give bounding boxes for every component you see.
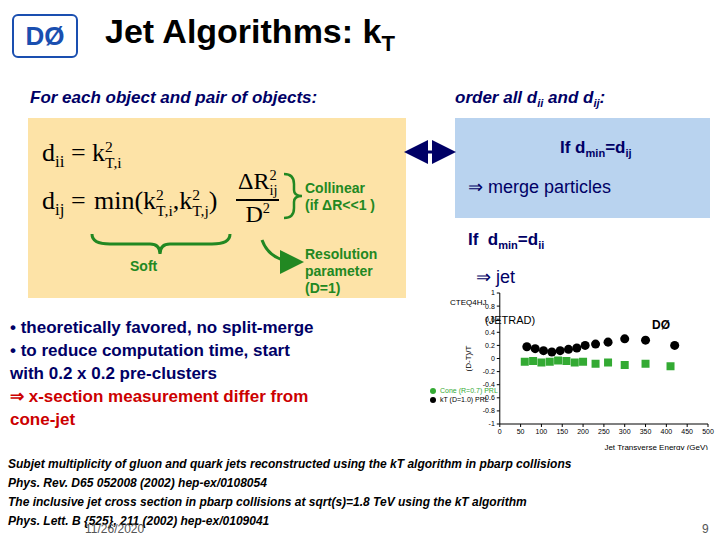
svg-text:1: 1 (491, 289, 495, 296)
svg-text:100: 100 (536, 428, 548, 435)
svg-text:0.2: 0.2 (485, 342, 495, 349)
svg-text:Jet Transverse Energy (GeV): Jet Transverse Energy (GeV) (604, 443, 708, 450)
svg-text:0: 0 (498, 428, 502, 435)
svg-text:0.4: 0.4 (485, 329, 495, 336)
svg-text:-0.2: -0.2 (483, 368, 495, 375)
svg-text:250: 250 (598, 428, 610, 435)
svg-text:0: 0 (491, 355, 495, 362)
svg-text:50: 50 (517, 428, 525, 435)
svg-text:150: 150 (556, 428, 568, 435)
svg-text:-0.4: -0.4 (483, 381, 495, 388)
svg-text:500: 500 (702, 428, 712, 435)
svg-text:0.8: 0.8 (485, 303, 495, 310)
svg-text:400: 400 (661, 428, 673, 435)
svg-text:(D-T)/T: (D-T)/T (464, 346, 473, 372)
svg-text:-1: -1 (489, 420, 495, 427)
svg-text:200: 200 (577, 428, 589, 435)
svg-text:350: 350 (640, 428, 652, 435)
svg-text:-0.6: -0.6 (483, 394, 495, 401)
svg-text:-0.8: -0.8 (483, 407, 495, 414)
svg-text:450: 450 (681, 428, 693, 435)
svg-text:300: 300 (619, 428, 631, 435)
